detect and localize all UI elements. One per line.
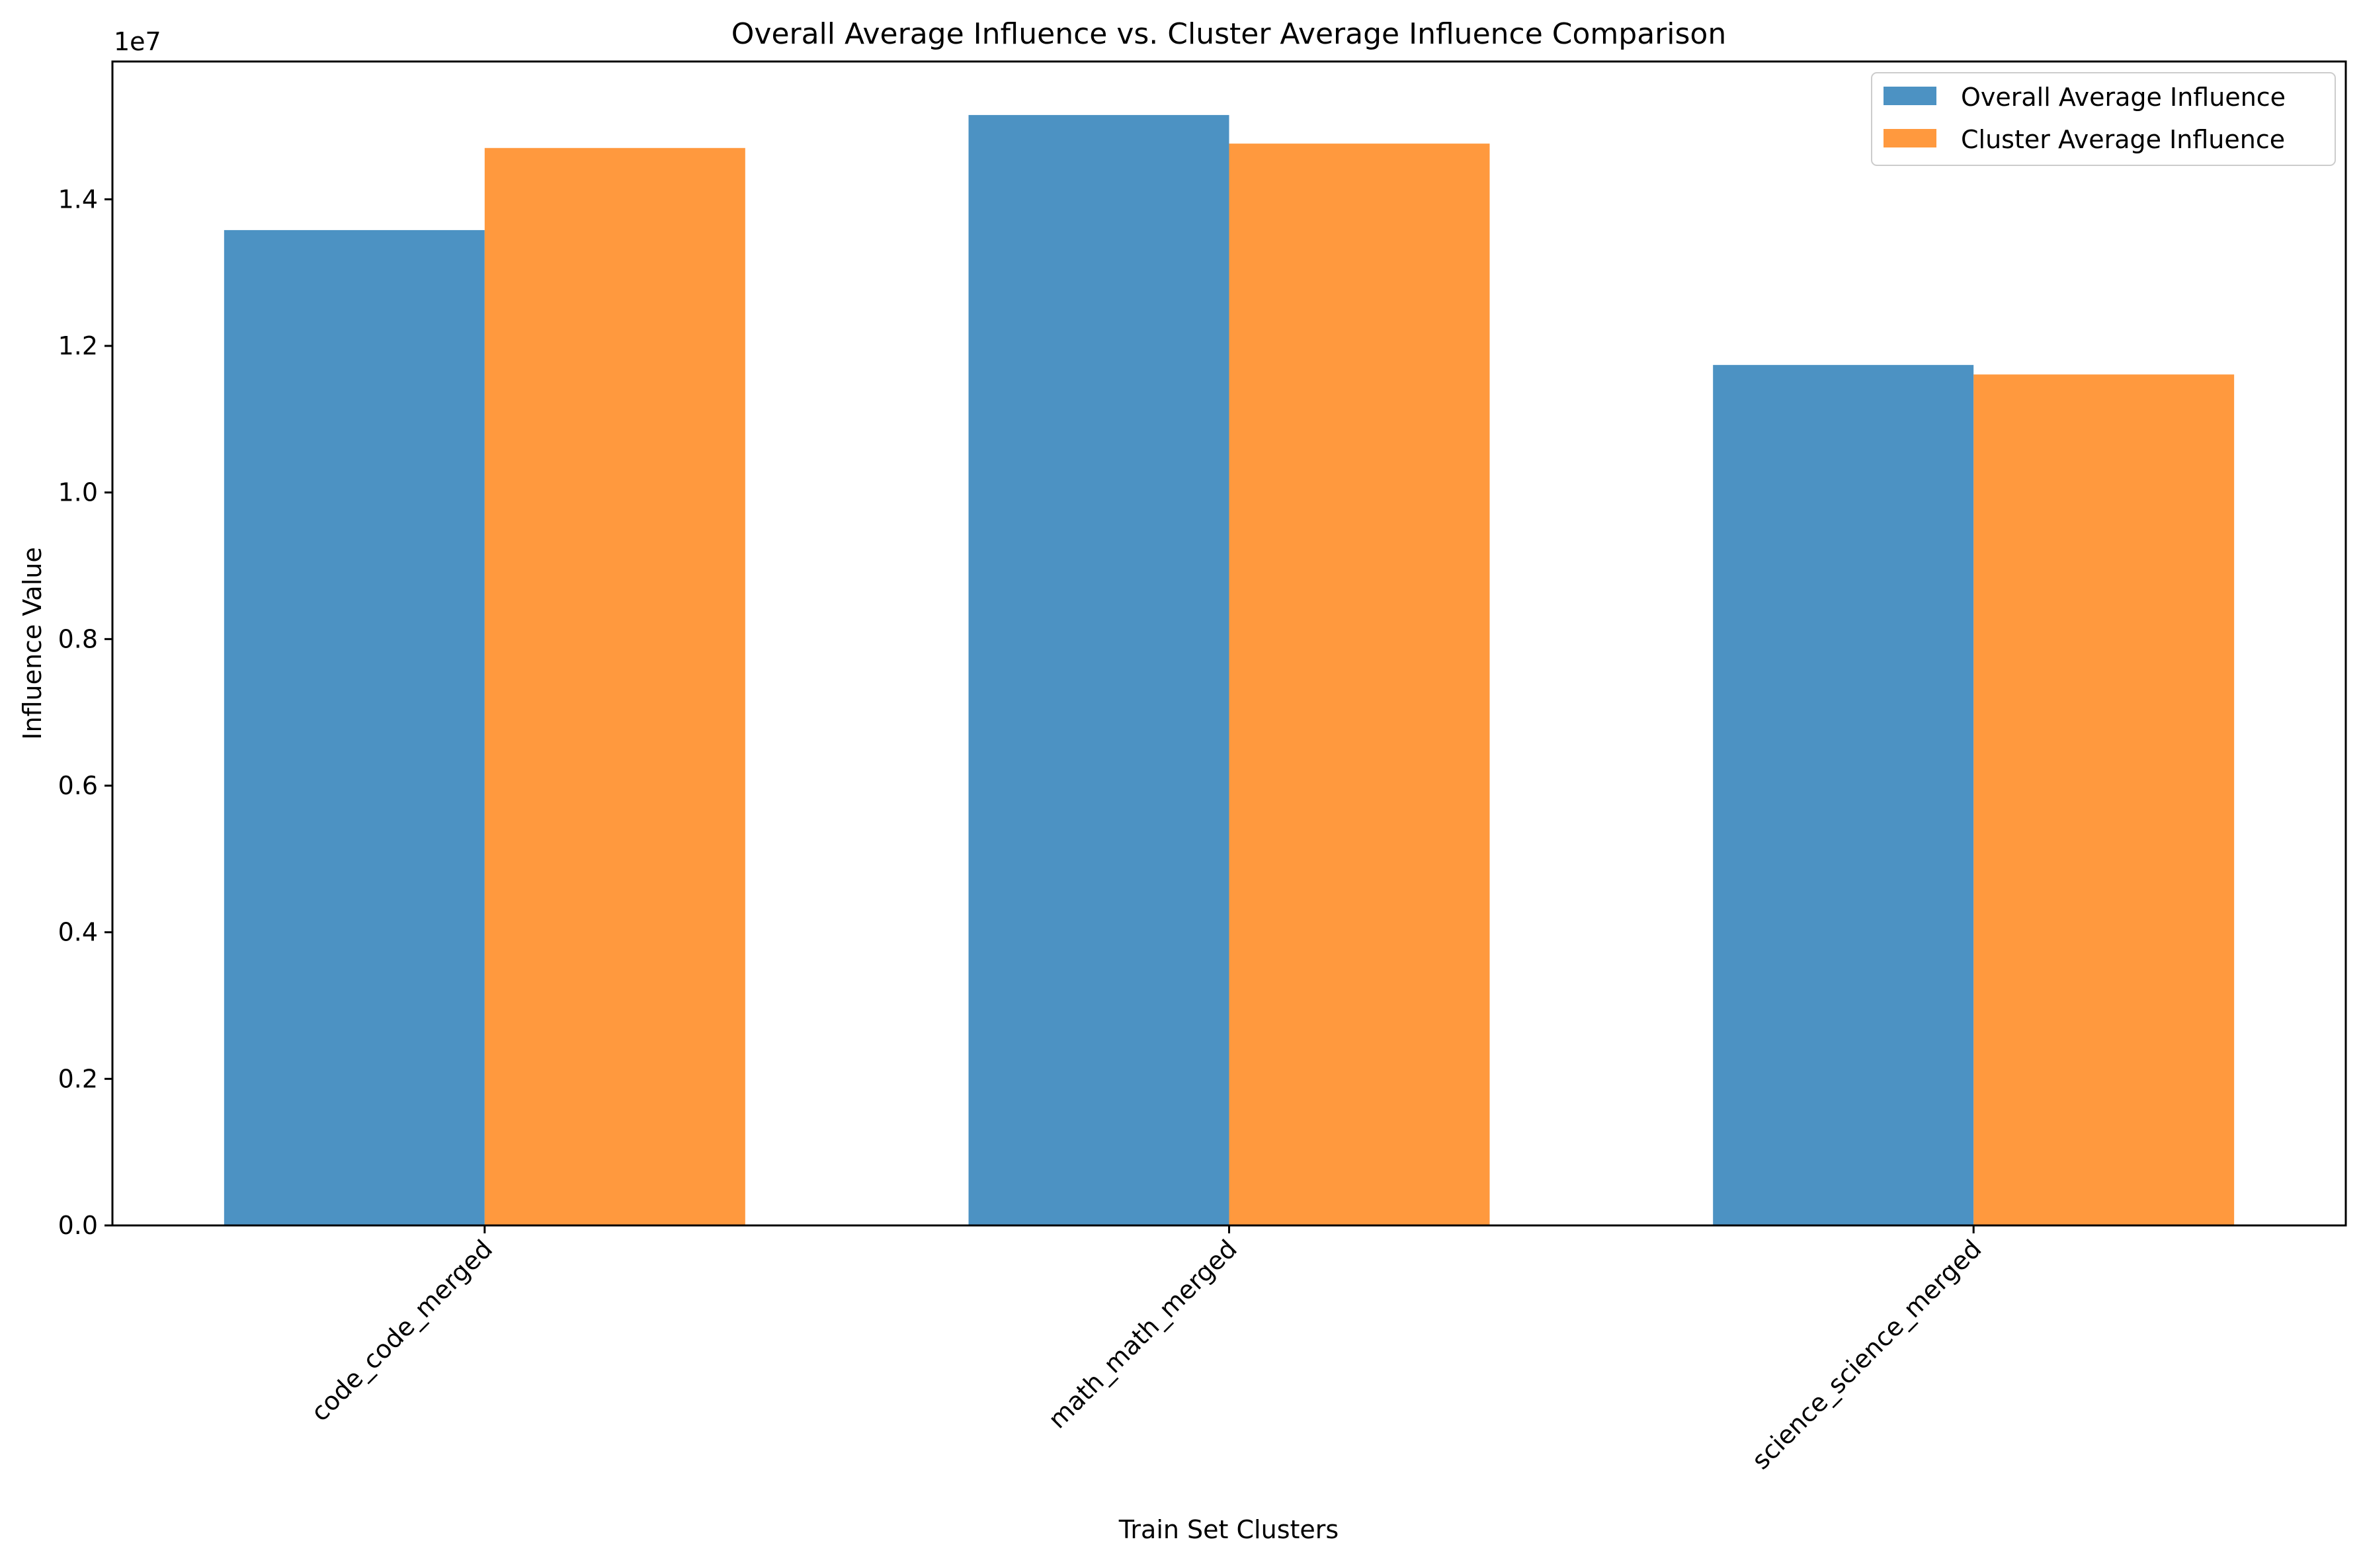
y-tick-label: 0.4 (58, 918, 98, 947)
y-tick-label: 1.4 (58, 185, 98, 214)
legend-frame (1871, 72, 2336, 166)
legend-swatch-cluster (1884, 129, 1936, 147)
legend-label-cluster: Cluster Average Influence (1961, 125, 2285, 154)
y-tick-label: 0.6 (58, 771, 98, 800)
legend-label-overall: Overall Average Influence (1961, 83, 2286, 112)
bar-cluster-science_science_merged (1973, 374, 2235, 1225)
legend-swatch-overall (1884, 87, 1936, 105)
bar-overall-math_math_merged (968, 114, 1229, 1226)
y-tick-label: 0.0 (58, 1211, 98, 1240)
legend: Overall Average Influence Cluster Averag… (1871, 72, 2336, 166)
y-axis: 0.0 0.2 0.4 0.6 0.8 1.0 1.2 1.4 (58, 185, 112, 1240)
bar-cluster-code_code_merged (484, 147, 745, 1225)
x-axis-label: Train Set Clusters (1118, 1515, 1339, 1544)
y-tick-label: 0.8 (58, 624, 98, 653)
bar-overall-code_code_merged (224, 229, 485, 1225)
bars-layer (224, 114, 2235, 1226)
bar-overall-science_science_merged (1713, 364, 1974, 1225)
y-axis-offset-label: 1e7 (114, 27, 161, 56)
bar-cluster-math_math_merged (1229, 144, 1490, 1225)
chart-title: Overall Average Influence vs. Cluster Av… (731, 17, 1726, 51)
y-tick-label: 1.0 (58, 478, 98, 507)
y-axis-label: Influence Value (18, 547, 47, 739)
y-tick-label: 0.2 (58, 1064, 98, 1093)
y-tick-label: 1.2 (58, 331, 98, 360)
